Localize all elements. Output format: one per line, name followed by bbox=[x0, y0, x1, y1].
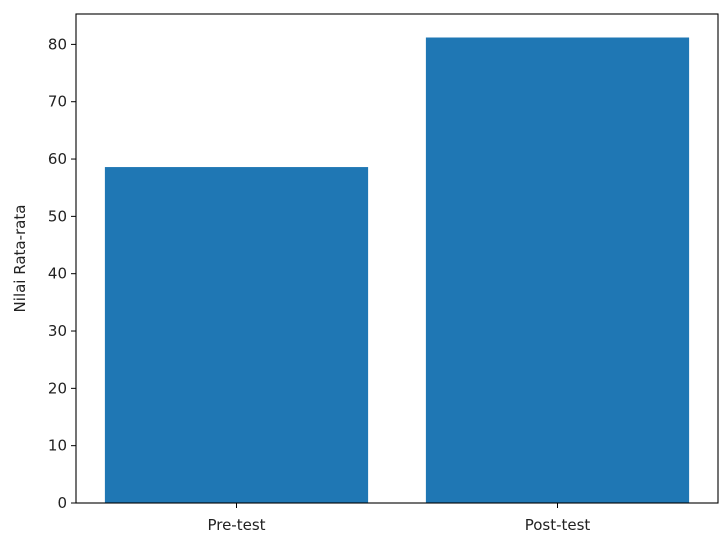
y-tick-label: 60 bbox=[48, 150, 67, 168]
x-axis: Pre-test Post-test bbox=[207, 503, 590, 534]
y-axis-label: Nilai Rata-rata bbox=[11, 205, 29, 313]
bar-pre-test bbox=[104, 167, 369, 504]
bar-post-test bbox=[425, 37, 690, 504]
y-tick-label: 80 bbox=[48, 35, 67, 53]
y-tick-label: 30 bbox=[48, 322, 67, 340]
x-tick-label: Post-test bbox=[525, 516, 591, 534]
y-tick-label: 20 bbox=[48, 379, 67, 397]
bars-group bbox=[104, 37, 690, 504]
y-tick-label: 40 bbox=[48, 265, 67, 283]
y-tick-label: 0 bbox=[57, 494, 67, 512]
y-tick-label: 10 bbox=[48, 437, 67, 455]
y-axis: 0 10 20 30 40 50 60 70 80 bbox=[48, 35, 76, 512]
y-tick-label: 50 bbox=[48, 207, 67, 225]
plot-frame bbox=[75, 13, 719, 504]
x-tick-label: Pre-test bbox=[207, 516, 265, 534]
y-tick-label: 70 bbox=[48, 93, 67, 111]
